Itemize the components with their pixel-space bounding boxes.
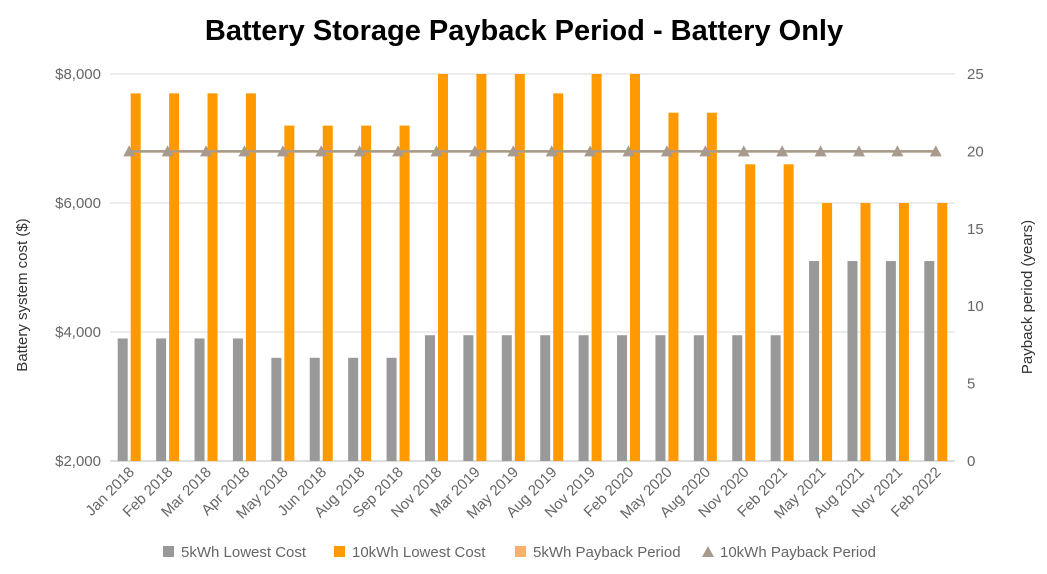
payback-point	[737, 145, 750, 157]
legend: 5kWh Lowest Cost 10kWh Lowest Cost 5kWh Pa…	[163, 544, 876, 561]
bar-5kwh	[540, 335, 551, 461]
legend-swatch	[334, 546, 345, 557]
payback-point	[200, 145, 213, 157]
payback-point	[430, 145, 443, 157]
bar-5kwh	[424, 335, 435, 461]
bar-5kwh	[386, 357, 397, 461]
payback-point	[468, 145, 481, 157]
bar-10kwh	[706, 112, 717, 461]
y-tick-label: $4,000	[55, 324, 101, 341]
bar-10kwh	[437, 74, 448, 461]
bar-5kwh	[770, 335, 781, 461]
payback-point	[315, 145, 328, 157]
y2-tick-label: 25	[967, 66, 984, 83]
left-axis-ticks: $2,000 $4,000 $6,000 $8,000	[55, 66, 101, 470]
bar-10kwh	[130, 93, 141, 461]
bars	[117, 74, 948, 462]
bar-5kwh	[117, 338, 128, 461]
legend-label: 10kWh Payback Period	[720, 544, 876, 561]
payback-point	[238, 145, 251, 157]
payback-point	[776, 145, 789, 157]
bar-5kwh	[271, 357, 282, 461]
payback-lines	[123, 145, 942, 157]
left-axis-title: Battery system cost ($)	[14, 218, 31, 371]
legend-swatch	[702, 546, 714, 557]
payback-point	[584, 145, 597, 157]
bar-10kwh	[514, 74, 525, 461]
bar-10kwh	[399, 125, 410, 461]
bar-10kwh	[322, 125, 333, 461]
bar-10kwh	[937, 203, 948, 461]
bar-10kwh	[207, 93, 218, 461]
chart-title: Battery Storage Payback Period - Battery…	[205, 15, 843, 47]
legend-swatch	[515, 546, 526, 557]
y-tick-label: $6,000	[55, 195, 101, 212]
bar-5kwh	[232, 338, 243, 461]
y-tick-label: $8,000	[55, 66, 101, 83]
y-tick-label: $2,000	[55, 453, 101, 470]
bar-10kwh	[591, 74, 602, 461]
payback-point	[507, 145, 520, 157]
bar-5kwh	[732, 335, 743, 461]
payback-point	[353, 145, 366, 157]
payback-point	[929, 145, 942, 157]
bar-5kwh	[924, 261, 935, 461]
right-axis-title: Payback period (years)	[1019, 220, 1036, 374]
bar-5kwh	[617, 335, 628, 461]
bar-10kwh	[783, 164, 794, 462]
bar-5kwh	[847, 261, 858, 461]
y2-tick-label: 20	[967, 143, 984, 160]
payback-point	[814, 145, 827, 157]
legend-swatch	[163, 546, 174, 557]
payback-point	[161, 145, 174, 157]
y2-tick-label: 10	[967, 298, 984, 315]
legend-label: 10kWh Lowest Cost	[352, 544, 486, 561]
bar-10kwh	[745, 164, 756, 462]
bar-10kwh	[476, 74, 487, 461]
bar-5kwh	[693, 335, 704, 461]
bar-5kwh	[463, 335, 474, 461]
bar-10kwh	[553, 93, 564, 461]
payback-point	[545, 145, 558, 157]
bar-5kwh	[885, 261, 896, 461]
payback-point	[699, 145, 712, 157]
bar-10kwh	[822, 203, 833, 461]
payback-point	[392, 145, 405, 157]
legend-label: 5kWh Payback Period	[533, 544, 681, 561]
bar-10kwh	[630, 74, 641, 461]
bar-10kwh	[898, 203, 909, 461]
right-axis-ticks: 0 5 10 15 20 25	[967, 66, 984, 470]
bar-5kwh	[655, 335, 666, 461]
bar-5kwh	[578, 335, 589, 461]
bar-5kwh	[309, 357, 320, 461]
bar-5kwh	[348, 357, 359, 461]
bar-5kwh	[194, 338, 205, 461]
payback-point	[891, 145, 904, 157]
y2-tick-label: 15	[967, 221, 984, 238]
y2-tick-label: 5	[967, 376, 975, 393]
payback-point	[660, 145, 673, 157]
bar-5kwh	[501, 335, 512, 461]
bar-10kwh	[668, 112, 679, 461]
y2-tick-label: 0	[967, 453, 975, 470]
bar-10kwh	[860, 203, 871, 461]
bar-10kwh	[361, 125, 372, 461]
bar-10kwh	[245, 93, 256, 461]
bar-5kwh	[809, 261, 820, 461]
legend-label: 5kWh Lowest Cost	[181, 544, 307, 561]
payback-point	[852, 145, 865, 157]
payback-point	[622, 145, 635, 157]
bar-5kwh	[156, 338, 167, 461]
payback-point	[276, 145, 289, 157]
bar-10kwh	[169, 93, 180, 461]
payback-point	[123, 145, 136, 157]
bar-10kwh	[284, 125, 295, 461]
